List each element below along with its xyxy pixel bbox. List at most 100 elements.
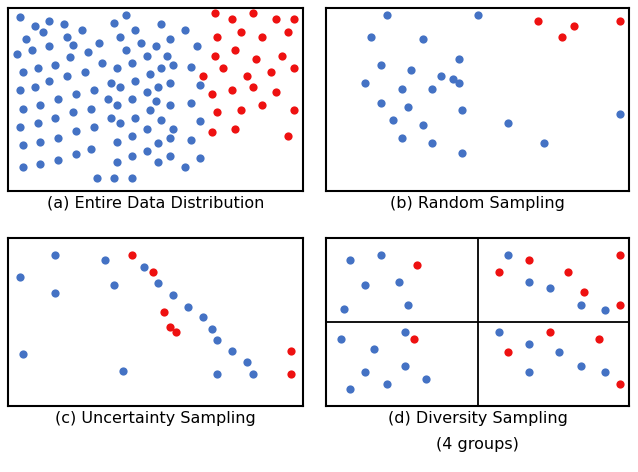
Point	[106, 79, 116, 87]
Point	[62, 72, 72, 79]
Point	[18, 350, 28, 358]
Point	[271, 15, 281, 23]
Point	[127, 152, 137, 160]
Point	[615, 17, 625, 25]
Point	[50, 251, 61, 259]
Point	[68, 41, 78, 48]
Point	[136, 39, 146, 47]
Point	[151, 98, 161, 105]
Point	[195, 81, 205, 89]
Point	[15, 13, 25, 21]
Point	[82, 48, 93, 56]
Point	[165, 134, 175, 142]
Point	[345, 386, 355, 393]
Point	[18, 105, 28, 112]
Point	[168, 61, 178, 68]
Point	[615, 110, 625, 118]
Point	[212, 337, 223, 344]
Point	[35, 160, 45, 168]
Point	[569, 23, 579, 30]
Point	[53, 96, 63, 103]
Point	[557, 34, 567, 41]
Point	[198, 313, 208, 321]
Point	[142, 88, 152, 96]
Point	[345, 256, 355, 264]
Point	[256, 101, 267, 109]
Point	[127, 175, 137, 182]
Point	[127, 59, 137, 67]
Point	[80, 68, 90, 76]
Point	[209, 10, 219, 17]
Point	[50, 114, 61, 122]
Point	[142, 52, 152, 59]
Point	[427, 85, 437, 93]
Point	[533, 17, 543, 25]
Point	[50, 61, 61, 68]
Point	[195, 118, 205, 125]
Point	[186, 63, 196, 70]
Point	[50, 290, 61, 297]
Point	[109, 19, 119, 26]
Point	[494, 329, 504, 336]
Point	[382, 380, 392, 388]
Point	[248, 371, 258, 378]
Point	[575, 362, 586, 370]
Point	[503, 119, 513, 127]
Point	[162, 52, 172, 59]
Point	[91, 175, 101, 182]
Point	[33, 65, 43, 72]
Point	[29, 83, 40, 91]
Point	[399, 362, 410, 370]
Point	[130, 114, 140, 122]
Point	[130, 77, 140, 85]
Point	[207, 129, 217, 136]
Point	[15, 86, 25, 94]
Point	[575, 302, 586, 309]
Point	[289, 15, 299, 23]
Point	[65, 54, 75, 61]
Point	[165, 152, 175, 160]
Point	[127, 132, 137, 140]
Point	[138, 263, 149, 270]
Point	[360, 369, 371, 376]
Point	[524, 369, 534, 376]
Point	[265, 68, 276, 76]
Point	[227, 86, 237, 94]
Point	[427, 140, 437, 147]
Point	[112, 101, 122, 109]
Text: (c) Uncertainty Sampling: (c) Uncertainty Sampling	[55, 411, 256, 426]
Point	[524, 256, 534, 264]
Point	[593, 335, 604, 343]
Point	[53, 134, 63, 142]
Point	[165, 79, 175, 87]
Point	[165, 101, 175, 109]
Point	[180, 26, 190, 34]
Point	[227, 347, 237, 354]
Point	[18, 142, 28, 149]
Point	[409, 335, 419, 343]
Point	[153, 140, 163, 147]
Point	[118, 367, 128, 374]
Point	[236, 28, 246, 35]
Point	[375, 251, 385, 259]
Point	[109, 175, 119, 182]
Point	[369, 345, 380, 353]
Point	[44, 17, 54, 25]
Point	[71, 151, 81, 158]
Point	[448, 76, 458, 83]
Point	[207, 90, 217, 98]
Point	[191, 42, 202, 50]
Point	[212, 371, 223, 378]
Point	[115, 119, 125, 127]
Text: (a) Entire Data Distribution: (a) Entire Data Distribution	[47, 196, 264, 211]
Point	[286, 371, 296, 378]
Point	[421, 375, 431, 383]
Point	[127, 96, 137, 103]
Point	[242, 359, 252, 366]
Point	[579, 288, 589, 295]
Point	[153, 158, 163, 166]
Point	[336, 335, 346, 343]
Point	[615, 380, 625, 388]
Point	[494, 268, 504, 275]
Point	[144, 107, 154, 114]
